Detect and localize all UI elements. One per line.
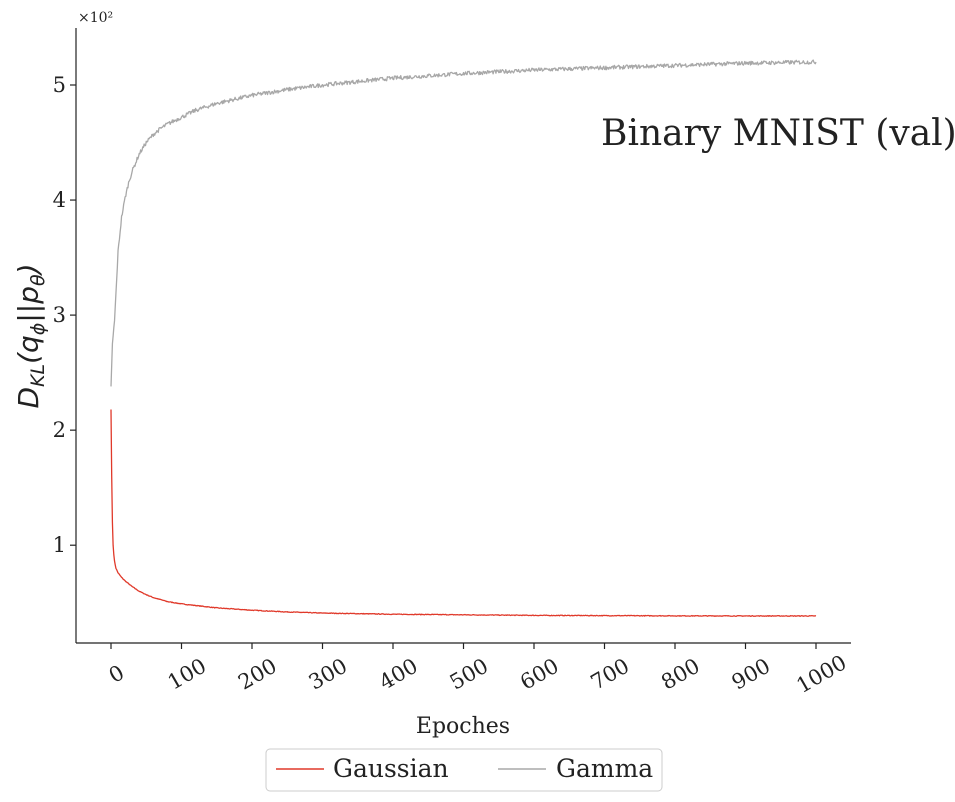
y-label-sub-theta: θ bbox=[27, 274, 49, 286]
x-tick-label: 1000 bbox=[792, 650, 850, 698]
y-label-main: D bbox=[12, 387, 45, 409]
x-tick-label: 200 bbox=[234, 654, 281, 695]
y-label-sub-phi: ϕ bbox=[27, 323, 49, 336]
series-line-gaussian bbox=[110, 409, 817, 617]
chart-annotation: Binary MNIST (val) bbox=[601, 113, 955, 154]
legend: Gaussian Gamma bbox=[265, 748, 663, 792]
x-ticks: 0 100 200 300 400 500 600 700 800 900 1000 bbox=[105, 643, 851, 698]
y-tick-label: 1 bbox=[53, 533, 66, 557]
y-tick-label: 5 bbox=[53, 73, 66, 97]
legend-frame bbox=[265, 748, 663, 792]
x-tick-label: 500 bbox=[446, 654, 493, 695]
x-tick-label: 600 bbox=[516, 654, 563, 695]
x-tick-label: 800 bbox=[657, 654, 704, 695]
y-tick-label: 3 bbox=[53, 303, 66, 327]
x-tick-label: 700 bbox=[587, 654, 634, 695]
x-tick-label: 100 bbox=[164, 654, 211, 695]
y-label-sub-kl: KL bbox=[27, 364, 49, 387]
legend-label-gaussian: Gaussian bbox=[333, 754, 449, 783]
y-ticks: 1 2 3 4 5 bbox=[53, 73, 76, 557]
y-scale-label: ×10² bbox=[78, 10, 113, 26]
y-label-mid: ||p bbox=[12, 286, 45, 323]
x-tick-label: 900 bbox=[728, 654, 775, 695]
y-label-close: ) bbox=[12, 263, 45, 276]
y-tick-label: 2 bbox=[53, 418, 66, 442]
x-axis-label: Epoches bbox=[416, 714, 510, 739]
legend-label-gamma: Gamma bbox=[556, 754, 653, 783]
x-tick-label: 300 bbox=[305, 654, 352, 695]
y-axis-label: DKL(qϕ||pθ) bbox=[12, 263, 49, 408]
series-layer bbox=[110, 59, 817, 617]
series-line-gamma bbox=[110, 59, 817, 387]
y-label-open: (q bbox=[12, 335, 45, 364]
x-tick-label: 400 bbox=[375, 654, 422, 695]
y-tick-label: 4 bbox=[53, 188, 66, 212]
x-tick-label: 0 bbox=[105, 660, 129, 687]
